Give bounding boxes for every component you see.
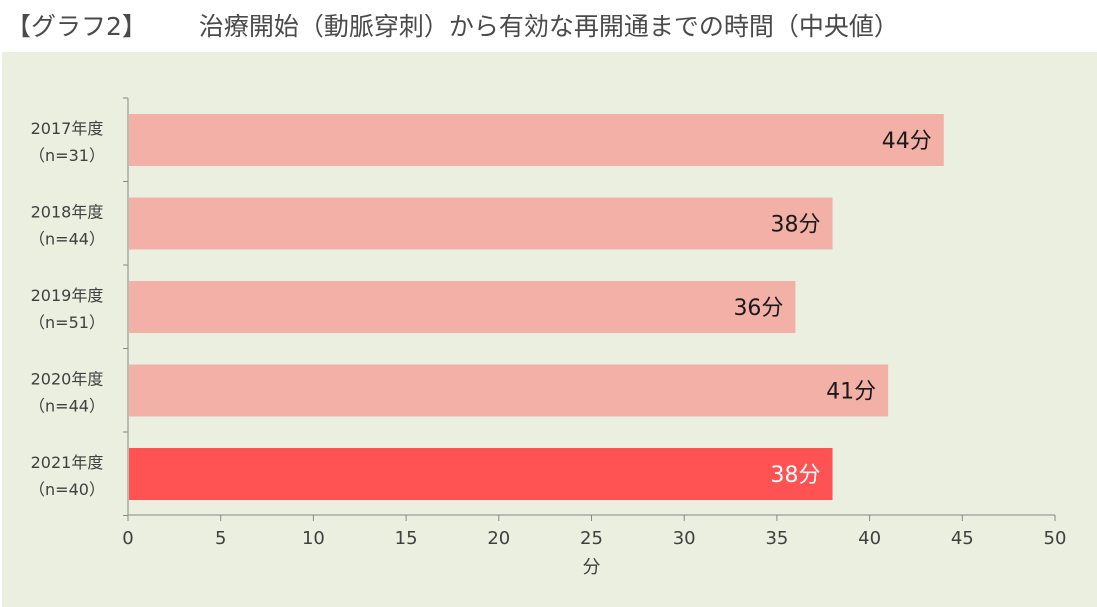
category-label: 2019年度 [31,286,104,305]
data-label: 38分 [771,463,821,488]
category-label: （n=44） [29,397,105,416]
chart-title: 治療開始（動脈穿刺）から有効な再開通までの時間（中央値） [198,12,899,41]
x-tick-label: 40 [858,528,881,549]
data-label: 44分 [882,129,932,154]
x-tick-label: 50 [1044,528,1067,549]
chart-heading-tag: 【グラフ2】 [6,12,147,41]
category-label: 2018年度 [31,203,104,222]
x-tick-label: 35 [765,528,788,549]
category-label: 2020年度 [31,370,104,389]
x-tick-label: 25 [580,528,603,549]
x-tick-label: 15 [395,528,418,549]
data-label: 38分 [771,213,821,238]
x-axis-title: 分 [583,557,601,578]
category-label: 2021年度 [31,453,104,472]
x-tick-label: 5 [215,528,226,549]
x-tick-label: 0 [122,528,133,549]
category-label: 2017年度 [31,119,104,138]
data-label: 41分 [826,380,876,405]
x-tick-label: 10 [302,528,325,549]
category-label: （n=40） [29,480,105,499]
bar [129,197,833,250]
bar [129,281,796,333]
data-label: 36分 [733,296,783,321]
x-tick-label: 30 [673,528,696,549]
x-tick-label: 45 [951,528,974,549]
category-label: （n=44） [29,230,105,249]
bar [129,448,833,500]
category-label: （n=31） [29,146,105,165]
bar [129,114,944,166]
chart-heading: 【グラフ2】 治療開始（動脈穿刺）から有効な再開通までの時間（中央値） [0,0,1097,50]
bar [129,364,889,417]
category-label: （n=51） [29,313,105,332]
x-tick-label: 20 [487,528,510,549]
